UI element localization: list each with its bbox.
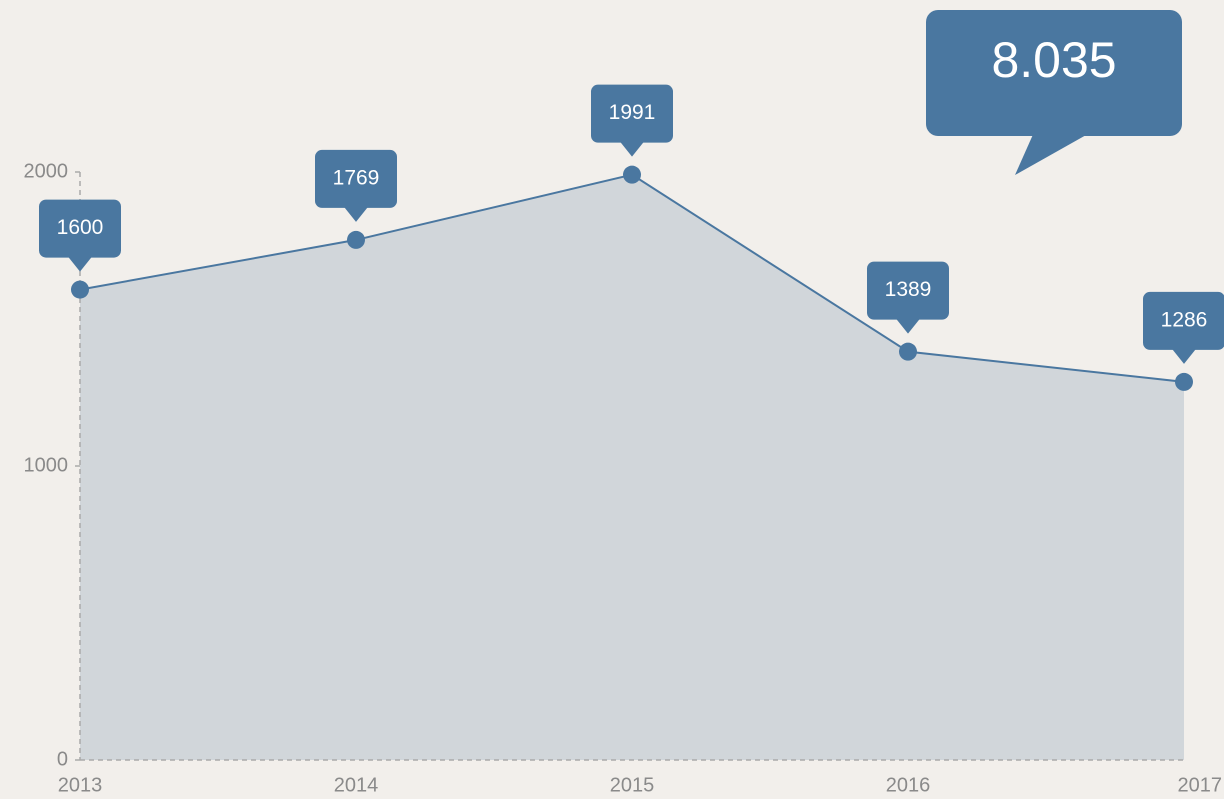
value-label-text: 1769 [333,166,380,189]
x-tick-label: 2013 [58,774,103,796]
value-label-text: 1389 [885,278,932,301]
value-label: 1389 [867,261,949,334]
value-label-pointer [620,141,644,157]
value-label-text: 1286 [1161,308,1208,331]
x-tick-label: 2017 [1178,774,1223,796]
value-label-box [39,199,121,258]
y-tick-label: 1000 [24,454,69,476]
value-label-text: 1991 [609,101,656,124]
value-label-pointer [68,256,92,272]
value-label-pointer [896,318,920,334]
value-label: 1991 [591,84,673,157]
x-tick-label: 2014 [334,774,379,796]
value-label-box [1143,291,1224,350]
value-label: 1769 [315,149,397,222]
area-fill [80,174,1184,760]
callout-tail [1015,130,1095,175]
value-label-pointer [344,206,368,222]
value-label: 1600 [39,199,121,272]
point [899,342,917,361]
point [1175,372,1193,391]
y-tick-label: 0 [57,748,68,770]
y-tick-label: 2000 [24,160,69,182]
x-tick-label: 2015 [610,774,655,796]
callout-box [926,10,1182,136]
value-label-box [867,261,949,320]
point [71,280,89,299]
point [623,165,641,184]
x-tick-label: 2016 [886,774,931,796]
value-label-pointer [1172,348,1196,364]
value-label-box [591,84,673,143]
value-label: 1286 [1143,291,1224,364]
point [347,230,365,249]
total-callout: 8.035 1600 1769 1991 1389 1286 [39,10,1224,761]
value-label-text: 1600 [57,216,104,239]
value-label-box [315,149,397,208]
callout-text: 8.035 [991,32,1116,88]
